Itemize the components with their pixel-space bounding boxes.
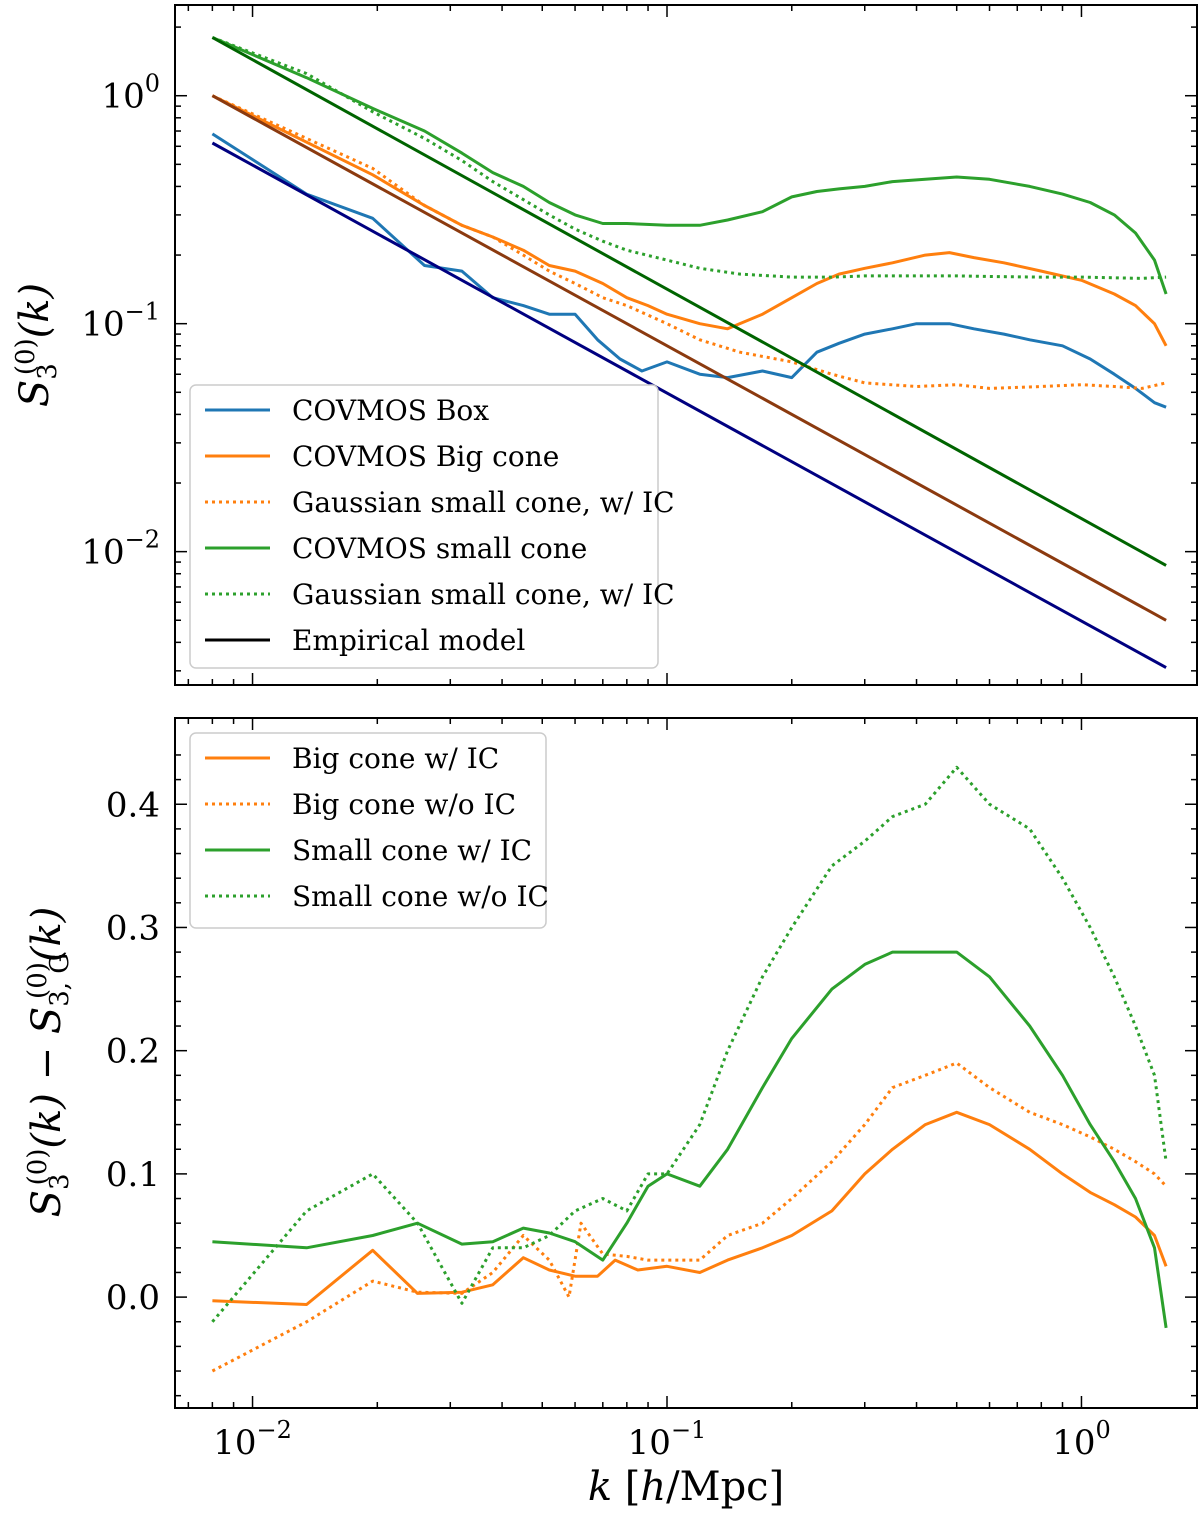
top-series-group — [211, 36, 1168, 669]
top-panel: 100 10−1 10−2 COVMOS Box COVMOS Big cone Gau… — [11, 4, 1198, 686]
series-line-big-cone-w-o-ic-1 — [211, 1061, 1168, 1373]
y-tick-label: 10−1 — [81, 298, 160, 345]
legend-label: COVMOS Big cone — [292, 440, 559, 473]
top-y-axis-title: S3(0)(k) — [11, 283, 63, 407]
x-tick-label: 10−1 — [628, 1416, 707, 1463]
legend-label: Small cone w/o IC — [292, 880, 549, 913]
y-tick-label: 0.2 — [106, 1032, 160, 1072]
series-line-big-cone-w-ic-0 — [212, 1110, 1168, 1306]
y-tick-label: 0.3 — [106, 908, 160, 948]
bottom-plot-frame — [174, 717, 1198, 1409]
series-line-gaussian-small-cone-w-ic-2 — [211, 94, 1167, 390]
y-tick-label: 100 — [101, 70, 160, 117]
legend-label: Big cone w/o IC — [292, 788, 516, 821]
bottom-series-group — [211, 765, 1168, 1373]
series-line-small-cone-w-ic-2 — [212, 950, 1168, 1329]
legend-label: Gaussian small cone, w/ IC — [292, 486, 675, 519]
legend-box — [189, 732, 547, 929]
legend-label: Empirical model — [292, 624, 525, 657]
y-tick-label: 0.0 — [106, 1278, 160, 1318]
y-tick-label: 10−2 — [81, 526, 160, 573]
series-line-covmos-big-cone-1 — [211, 94, 1168, 347]
legend-box — [189, 384, 659, 669]
top-ticks: 100 10−1 10−2 — [81, 5, 1197, 685]
series-line-empirical-model-box--5 — [211, 141, 1167, 669]
bottom-panel: 0.0 0.1 0.2 0.3 0.4 10−2 10−1 100 Big cone w/ I… — [23, 717, 1198, 1510]
series-line-empirical-model-big-cone--6 — [211, 94, 1167, 622]
x-tick-label: 100 — [1052, 1416, 1111, 1463]
legend-label: COVMOS small cone — [292, 532, 587, 565]
y-tick-label: 0.4 — [106, 785, 160, 825]
y-tick-label: 0.1 — [106, 1155, 160, 1195]
legend-label: COVMOS Box — [292, 394, 489, 427]
series-line-gaussian-small-cone-w-ic-4 — [211, 36, 1167, 280]
bottom-legend: Big cone w/ IC Big cone w/o IC Small cone … — [189, 732, 549, 929]
top-plot-frame — [174, 4, 1198, 686]
top-legend: COVMOS Box COVMOS Big cone Gaussian small … — [189, 384, 675, 669]
bottom-ticks: 0.0 0.1 0.2 0.3 0.4 10−2 10−1 100 — [106, 718, 1197, 1463]
series-line-empirical-model-small-cone--7 — [211, 36, 1167, 567]
legend-label: Big cone w/ IC — [292, 742, 499, 775]
bottom-y-axis-title: S3(0)(k) − S3, G(0)(k) — [23, 907, 75, 1218]
legend-label: Gaussian small cone, w/ IC — [292, 578, 675, 611]
series-line-small-cone-w-o-ic-3 — [211, 765, 1168, 1323]
x-tick-label: 10−2 — [213, 1416, 292, 1463]
x-axis-title: k [h/Mpc] — [588, 1464, 784, 1510]
legend-label: Small cone w/ IC — [292, 834, 532, 867]
series-line-covmos-small-cone-3 — [211, 36, 1168, 295]
